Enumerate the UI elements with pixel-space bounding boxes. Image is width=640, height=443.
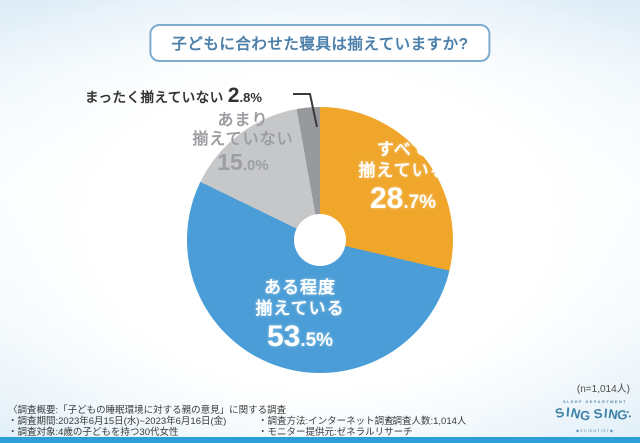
svg-text:SING SING:: SING SING:: [555, 404, 634, 423]
slice-value: 2: [227, 84, 240, 107]
slice-label-aruteido: ある程度 揃えている 53.5%: [227, 277, 373, 352]
brand-department-label: SLEEP DEPARTMENT: [562, 399, 628, 404]
slice-name-line: 揃えている: [358, 161, 448, 181]
slice-name-line: あまり: [217, 112, 269, 129]
survey-method-line: ・調査方法:インターネット調査: [258, 416, 394, 427]
brand-tagline: ◆SCIENTIST◆: [575, 428, 615, 433]
slice-value: 53.5%: [266, 319, 334, 353]
pie-chart: [187, 107, 453, 373]
brand-logo: SLEEP DEPARTMENT SING SING: ◆SCIENTIST◆: [554, 399, 636, 433]
slice-name-line: 揃えている: [255, 299, 345, 319]
slice-name-line: ある程度: [264, 278, 336, 297]
slice-label-amari: あまり 揃えていない 15.0%: [166, 111, 320, 174]
slice-name-line: すべて: [376, 140, 430, 159]
survey-count-line: ・調査人数:1,014人: [383, 416, 467, 427]
survey-target-line: ・調査対象:4歳の子どもを持つ30代女性: [8, 426, 179, 438]
slice-name-line: まったく揃えていない: [85, 90, 224, 105]
slice-label-mattaku: まったく揃えていない 2.8%: [85, 84, 262, 107]
brand-wordmark-svg: SING SING:: [555, 404, 634, 423]
survey-method-column: ・調査方法:インターネット調査 ・モニター提供元:ゼネラルリサーチ: [258, 416, 413, 439]
survey-period-line: ・調査期間:2023年6月15日(水)~2023年6月16日(金): [8, 415, 227, 427]
survey-count-column: ・調査人数:1,014人: [383, 416, 467, 428]
donut-hole: [294, 214, 346, 266]
slice-label-subete: すべて 揃えている 28.7%: [330, 139, 476, 214]
accent-bottom-bar: [0, 437, 640, 443]
survey-monitor-line: ・モニター提供元:ゼネラルリサーチ: [258, 426, 413, 438]
slice-value: 15.0%: [217, 149, 269, 176]
slice-value: 28.7%: [369, 181, 437, 215]
page-title: 子どもに合わせた寝具は揃えていますか?: [149, 24, 491, 62]
slice-name-line: 揃えていない: [192, 131, 294, 149]
sample-size-note: (n=1,014人): [576, 384, 630, 395]
survey-overview-column: 〈調査概要:「子どもの睡眠環境に対する親の意見」に関する調査 ・調査期間:202…: [8, 405, 287, 438]
survey-overview-line: 〈調査概要:「子どもの睡眠環境に対する親の意見」に関する調査: [8, 405, 287, 416]
brand-wordmark: SING SING:: [555, 404, 633, 423]
